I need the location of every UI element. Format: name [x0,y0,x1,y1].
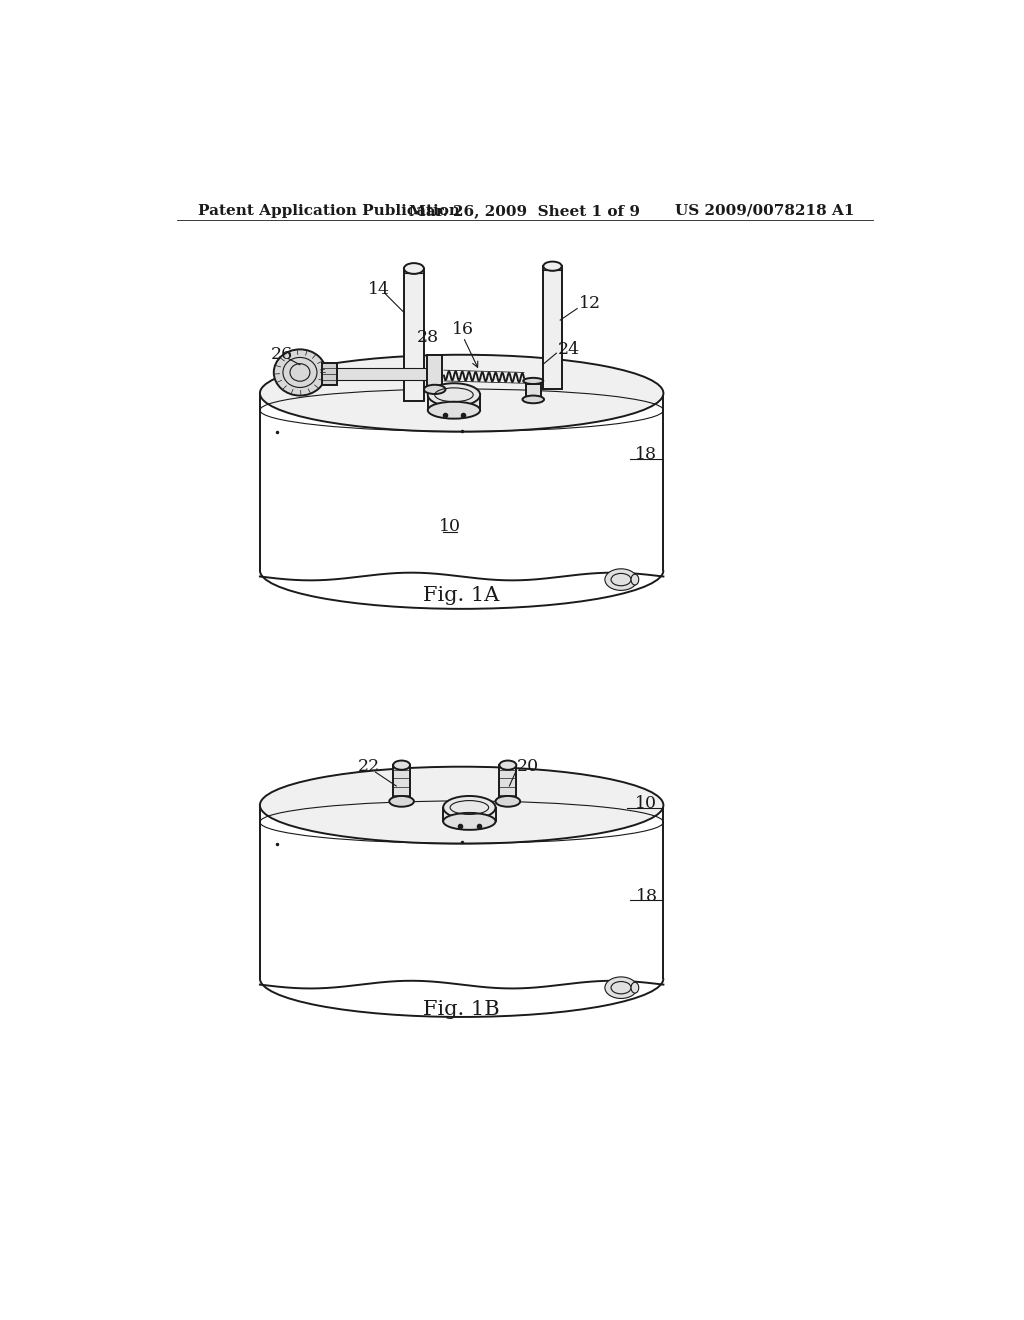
Text: Fig. 1B: Fig. 1B [423,999,500,1019]
Text: 12: 12 [579,294,601,312]
Ellipse shape [523,378,544,384]
Polygon shape [323,368,331,380]
Ellipse shape [605,977,637,998]
Text: Fig. 1A: Fig. 1A [424,586,500,606]
Bar [403,268,424,401]
Text: 28: 28 [417,329,439,346]
Text: 18: 18 [636,887,657,904]
Ellipse shape [522,396,544,404]
Ellipse shape [424,385,445,395]
Text: US 2009/0078218 A1: US 2009/0078218 A1 [675,203,854,218]
Ellipse shape [428,383,480,407]
Ellipse shape [389,796,414,807]
Ellipse shape [631,574,639,585]
Text: 26: 26 [270,346,293,363]
Text: 24: 24 [558,341,580,358]
Bar [443,808,496,821]
Bar [500,766,516,801]
Ellipse shape [500,760,516,770]
Ellipse shape [393,760,410,770]
Bar [525,384,541,400]
Text: Patent Application Publication: Patent Application Publication [199,203,461,218]
Ellipse shape [260,355,664,432]
Ellipse shape [631,982,639,993]
Ellipse shape [273,350,326,396]
FancyBboxPatch shape [322,363,337,385]
Ellipse shape [403,263,424,275]
Ellipse shape [443,796,496,818]
Ellipse shape [544,261,562,271]
Bar [393,766,410,801]
Text: 22: 22 [357,758,380,775]
Bar [544,267,562,389]
Text: 10: 10 [635,795,657,812]
Ellipse shape [496,796,520,807]
Text: 20: 20 [517,758,540,775]
Text: Mar. 26, 2009  Sheet 1 of 9: Mar. 26, 2009 Sheet 1 of 9 [410,203,640,218]
Text: 18: 18 [635,446,657,463]
Text: 14: 14 [368,281,390,298]
Ellipse shape [443,813,496,830]
Ellipse shape [260,767,664,843]
Bar [428,395,480,411]
Ellipse shape [428,401,480,418]
Ellipse shape [605,569,637,590]
Text: 10: 10 [439,517,461,535]
Text: 16: 16 [453,321,474,338]
Bar [427,355,442,389]
